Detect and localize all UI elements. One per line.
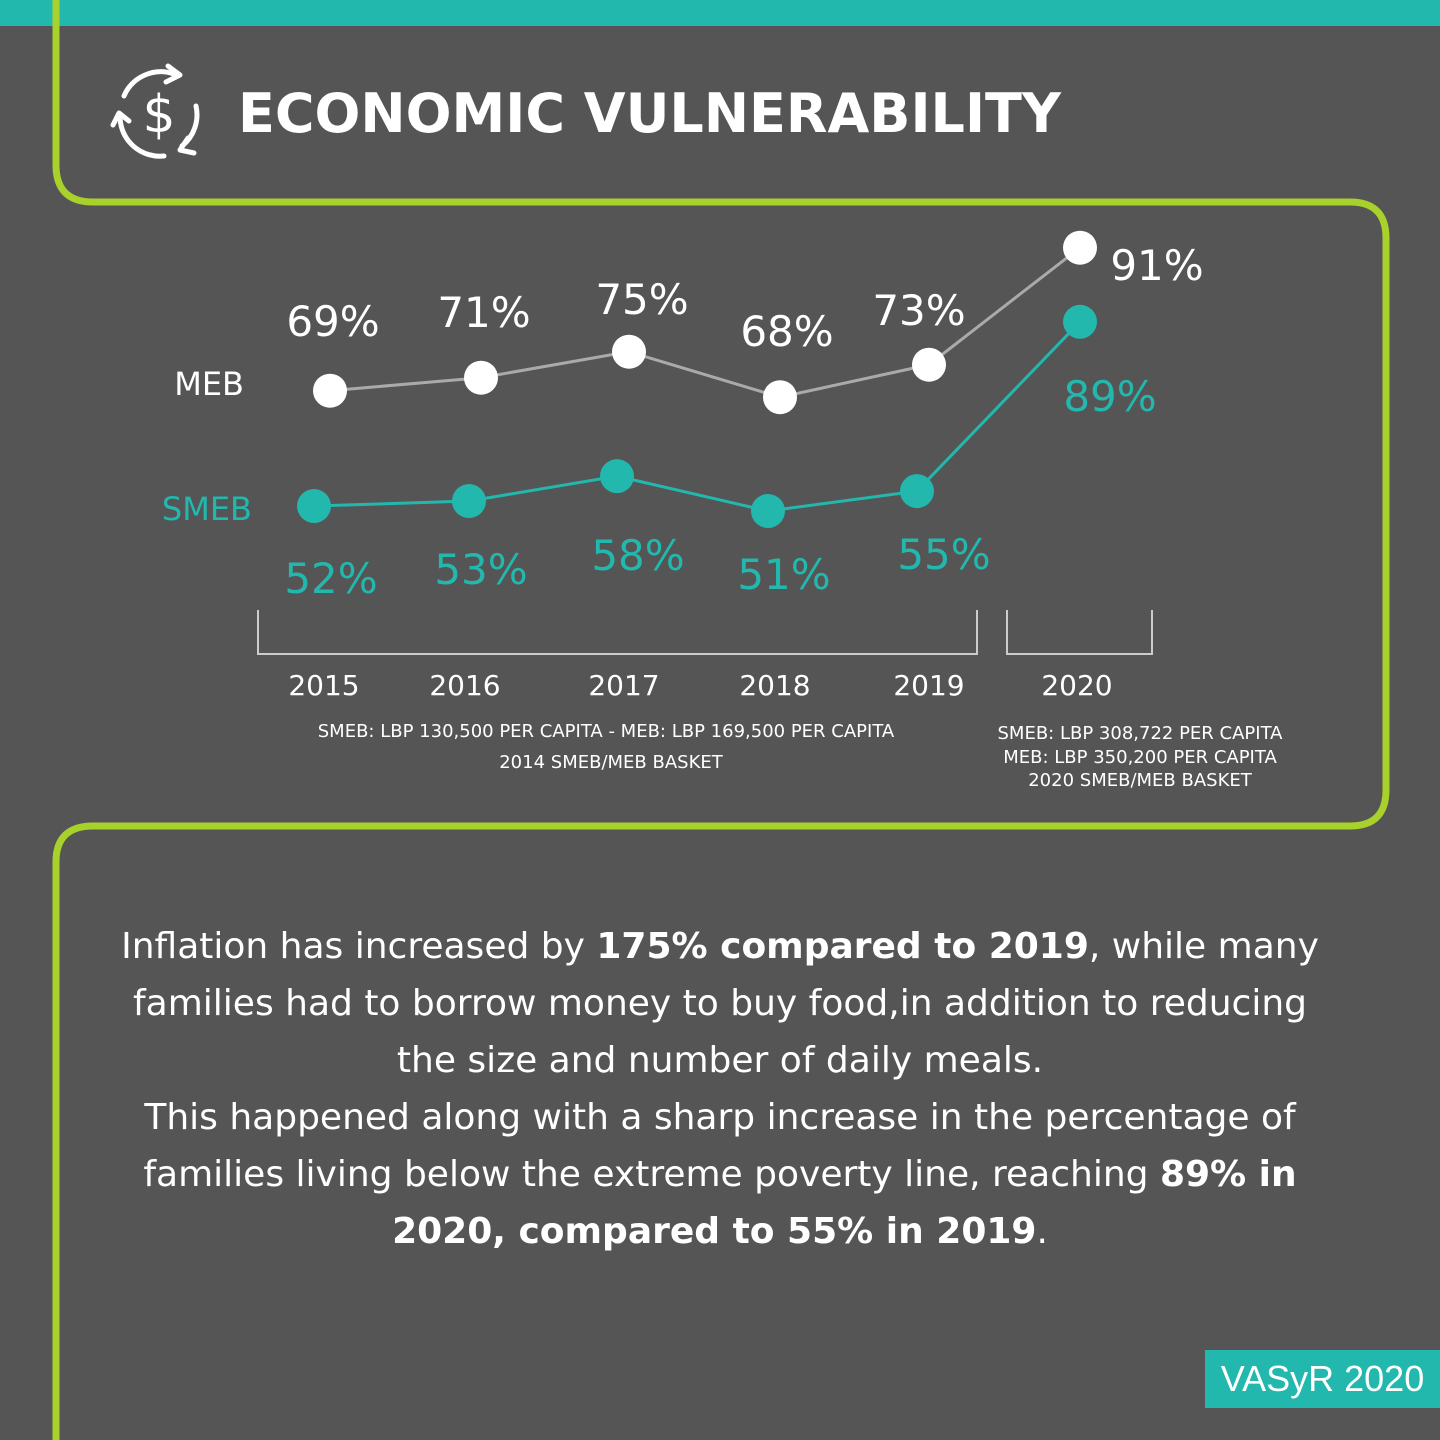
meb-label-2019: 73% — [872, 286, 965, 335]
meb-series-line — [329, 246, 1081, 399]
meb-label-2016: 71% — [437, 288, 530, 337]
smeb-label-2020: 89% — [1063, 372, 1156, 421]
smeb-point-2020 — [1063, 304, 1097, 339]
note-2020-line-2: MEB: LBP 350,200 PER CAPITA — [1003, 747, 1277, 768]
smeb-point-2018 — [751, 494, 785, 529]
smeb-label-2016: 53% — [434, 545, 527, 594]
source-badge: VASyR 2020 — [1205, 1350, 1440, 1408]
smeb-point-2017 — [600, 459, 634, 494]
summary-text-2: , while many families had to borrow mone… — [132, 926, 1319, 1081]
meb-label-2020: 91% — [1110, 241, 1203, 290]
x-tick-2020: 2020 — [1041, 669, 1112, 702]
meb-label-2018: 68% — [740, 307, 833, 356]
meb-point-2020 — [1063, 230, 1097, 265]
summary-text-1: Inflation has increased by — [121, 926, 597, 967]
summary-text-3: This happened along with a sharp increas… — [143, 1097, 1296, 1195]
svg-text:$: $ — [142, 85, 175, 145]
meb-label-2015: 69% — [286, 297, 379, 346]
smeb-series-line — [313, 320, 1082, 513]
summary-bold-2: 89% in 2020, compared to 55% in 2019 — [392, 1154, 1297, 1252]
x-tick-2015: 2015 — [288, 669, 359, 702]
top-accent-bar — [0, 0, 1440, 26]
note-2014-line-2: 2014 SMEB/MEB BASKET — [499, 752, 724, 773]
summary-bold-1: 175% compared to 2019 — [596, 926, 1089, 967]
smeb-label-2019: 55% — [897, 530, 990, 579]
x-tick-2017: 2017 — [588, 669, 659, 702]
meb-point-2019 — [912, 347, 946, 382]
meb-point-2016 — [464, 360, 498, 395]
meb-point-2017 — [612, 334, 646, 369]
smeb-series-name: SMEB — [162, 490, 252, 528]
bracket-2020 — [1006, 610, 1153, 655]
meb-point-2018 — [763, 380, 797, 415]
note-2014-line-1: SMEB: LBP 130,500 PER CAPITA - MEB: LBP … — [318, 721, 895, 742]
smeb-point-2019 — [900, 474, 934, 509]
smeb-label-2018: 51% — [737, 550, 830, 599]
x-tick-2016: 2016 — [429, 669, 500, 702]
dollar-cycle-icon: $ — [110, 63, 200, 159]
summary-text-4: . — [1036, 1211, 1048, 1252]
meb-series-name: MEB — [174, 365, 244, 403]
smeb-point-2016 — [452, 484, 486, 519]
page-header: $ ECONOMIC VULNERABILITY — [104, 58, 1061, 168]
smeb-label-2015: 52% — [284, 554, 377, 603]
meb-point-2015 — [313, 373, 347, 408]
smeb-label-2017: 58% — [591, 531, 684, 580]
smeb-point-2015 — [297, 489, 331, 524]
summary-paragraph: Inflation has increased by 175% compared… — [110, 918, 1330, 1260]
meb-label-2017: 75% — [595, 275, 688, 324]
x-tick-2019: 2019 — [893, 669, 964, 702]
page-title: ECONOMIC VULNERABILITY — [238, 81, 1061, 145]
line-chart: 69% 71% 75% 68% 73% 91% 52% 53% 58% 51% 55% 89% MEB S… — [162, 230, 1284, 791]
x-tick-2018: 2018 — [739, 669, 810, 702]
note-2020-line-3: 2020 SMEB/MEB BASKET — [1028, 770, 1253, 791]
bracket-2015-2019 — [257, 610, 978, 655]
note-2020-line-1: SMEB: LBP 308,722 PER CAPITA — [998, 723, 1284, 744]
